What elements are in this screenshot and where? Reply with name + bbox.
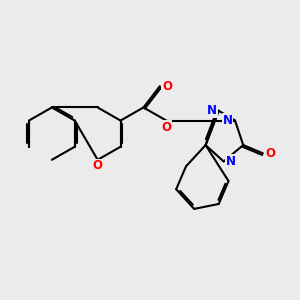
Text: N: N [207,104,217,117]
Text: N: N [223,114,233,127]
Text: O: O [93,159,103,172]
Text: O: O [162,80,172,93]
Text: O: O [161,121,171,134]
Text: O: O [265,147,275,160]
Text: N: N [226,155,236,168]
